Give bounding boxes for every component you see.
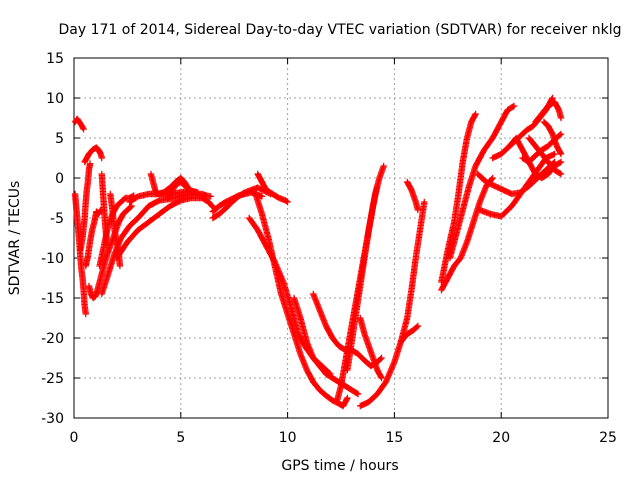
chart-title: Day 171 of 2014, Sidereal Day-to-day VTE… — [59, 22, 622, 38]
y-tick-label: -30 — [41, 411, 64, 427]
data-point — [128, 202, 135, 210]
x-tick-label: 20 — [492, 430, 510, 446]
data-point — [98, 154, 105, 162]
data-point — [380, 162, 387, 170]
data-point — [82, 310, 89, 318]
y-tick-label: 10 — [46, 91, 64, 107]
data-point — [343, 395, 350, 403]
data-point — [556, 159, 564, 166]
data-point — [80, 126, 87, 133]
data-point — [509, 103, 517, 110]
y-tick-label: -15 — [41, 291, 64, 307]
x-tick-label: 10 — [279, 430, 297, 446]
data-point — [283, 198, 290, 205]
data-point — [557, 158, 565, 166]
y-tick-label: -20 — [41, 331, 64, 347]
data-point — [344, 394, 351, 402]
data-point — [421, 198, 428, 206]
y-tick-label: -25 — [41, 371, 64, 387]
y-axis-label: SDTVAR / TECUs — [7, 181, 23, 296]
data-markers — [71, 94, 565, 410]
data-point — [414, 322, 422, 330]
x-axis-ticks: 0 5 10 15 20 25 — [70, 58, 617, 446]
x-tick-label: 25 — [599, 430, 617, 446]
grid-lines — [74, 58, 608, 418]
data-point — [258, 193, 266, 200]
x-tick-label: 0 — [70, 430, 79, 446]
data-point — [207, 193, 214, 200]
y-tick-label: 0 — [55, 171, 64, 187]
data-point — [284, 198, 291, 206]
data-point — [471, 111, 479, 119]
data-point — [557, 114, 565, 122]
data-point — [374, 182, 381, 190]
data-point — [86, 160, 94, 167]
data-point — [378, 354, 385, 362]
plot-frame — [73, 57, 609, 419]
data-point — [556, 170, 564, 177]
y-tick-label: 15 — [46, 51, 64, 67]
data-point — [557, 150, 565, 158]
data-point — [116, 262, 124, 270]
x-axis-label: GPS time / hours — [281, 458, 398, 474]
data-point — [489, 174, 496, 182]
data-point — [557, 149, 564, 157]
data-point — [557, 130, 565, 138]
data-point — [377, 373, 385, 381]
data-point — [557, 170, 565, 178]
data-point — [556, 131, 564, 139]
data-point — [413, 323, 421, 331]
data-point — [488, 175, 495, 183]
data-point — [472, 110, 479, 118]
data-point — [378, 374, 385, 382]
data-point — [414, 206, 422, 214]
data-point — [208, 202, 216, 210]
x-tick-label: 5 — [176, 430, 185, 446]
data-point — [353, 390, 361, 397]
y-tick-label: -10 — [41, 251, 64, 267]
y-tick-label: -5 — [50, 211, 64, 227]
y-tick-label: 5 — [55, 131, 64, 147]
data-point — [510, 102, 518, 110]
data-point — [551, 150, 558, 158]
data-point — [377, 355, 384, 363]
y-axis-ticks: -30 -25 -20 -15 -10 -5 0 5 10 15 — [41, 51, 608, 427]
data-point — [127, 203, 134, 211]
x-tick-label: 15 — [385, 430, 403, 446]
data-point — [354, 390, 362, 398]
